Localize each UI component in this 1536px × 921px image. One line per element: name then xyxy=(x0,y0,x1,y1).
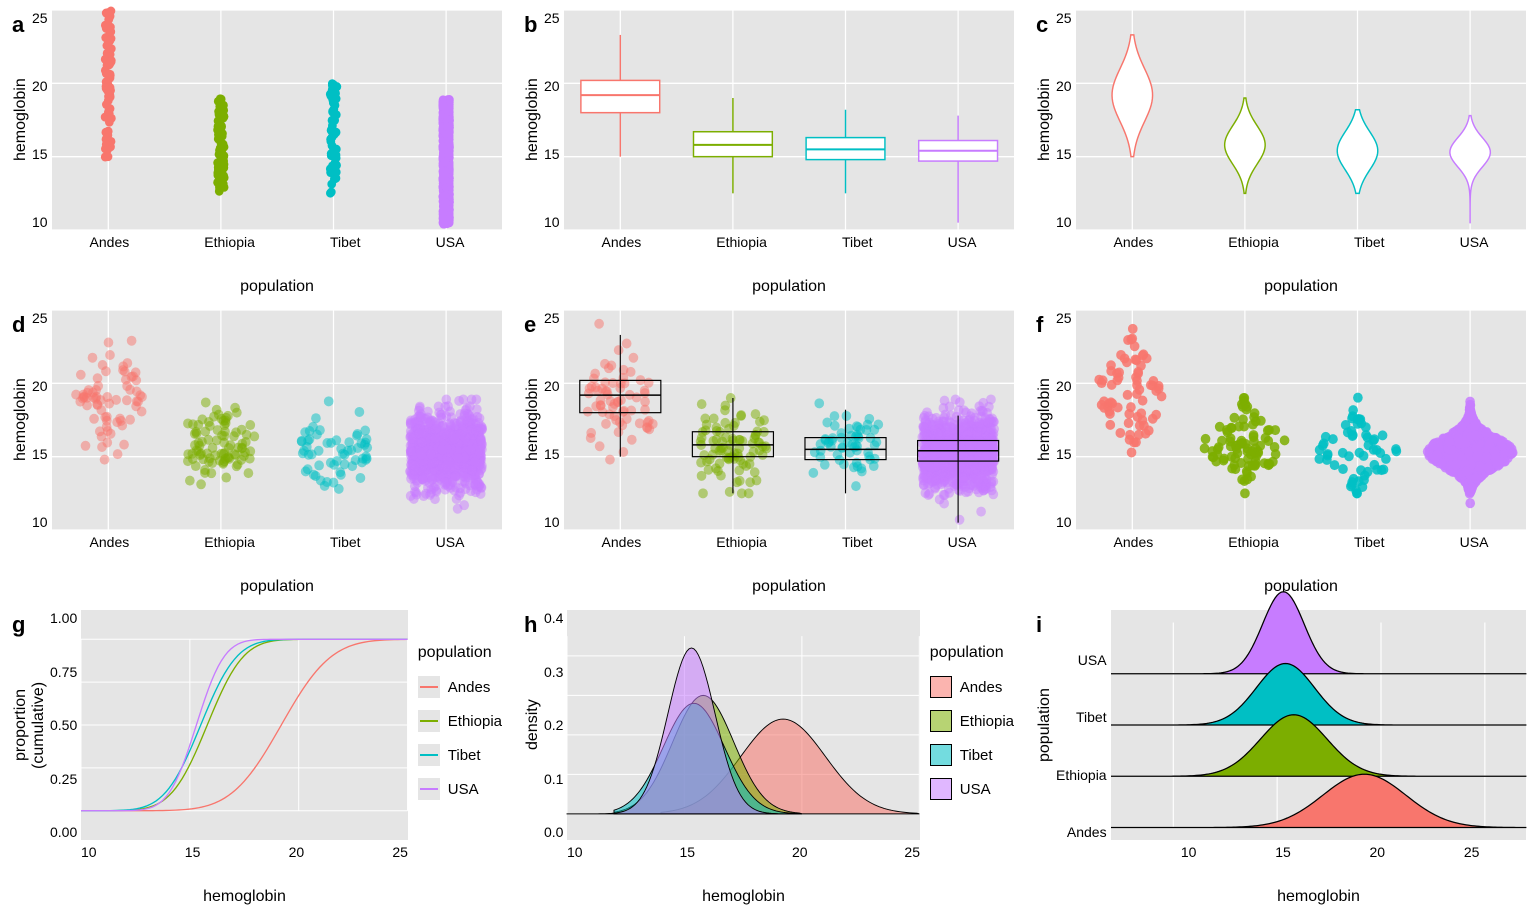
plot-area-jitter xyxy=(52,310,502,530)
y-ticks: 0.40.30.20.10.0 xyxy=(544,610,567,840)
plot-area-ridge xyxy=(1111,610,1526,840)
panel-label-c: c xyxy=(1036,12,1048,38)
y-axis-title: hemoglobin xyxy=(10,10,32,230)
y-axis-title: proportion (cumulative) xyxy=(10,610,50,840)
x-axis-title: population xyxy=(1076,578,1526,600)
y-axis-title: hemoglobin xyxy=(1034,10,1056,230)
plot-area-density xyxy=(567,610,919,840)
panel-label-g: g xyxy=(12,612,25,638)
y-ticks: 25201510 xyxy=(544,10,564,230)
figure-grid: a hemoglobin 25201510 AndesEthiopiaTibet… xyxy=(10,10,1526,910)
x-axis-title: population xyxy=(1076,278,1526,300)
x-ticks: AndesEthiopiaTibetUSA xyxy=(52,230,502,278)
x-ticks: 10152025 xyxy=(567,840,920,888)
panel-label-b: b xyxy=(524,12,537,38)
legend-h: populationAndesEthiopiaTibetUSA xyxy=(920,610,1014,840)
x-axis-title: hemoglobin xyxy=(1111,888,1526,910)
y-ticks: USATibetEthiopiaAndes xyxy=(1056,610,1111,840)
y-ticks: 25201510 xyxy=(1056,10,1076,230)
y-ticks: 25201510 xyxy=(1056,310,1076,530)
y-axis-title: hemoglobin xyxy=(522,10,544,230)
y-ticks: 25201510 xyxy=(544,310,564,530)
x-ticks: AndesEthiopiaTibetUSA xyxy=(564,530,1014,578)
y-ticks: 25201510 xyxy=(32,310,52,530)
panel-label-h: h xyxy=(524,612,537,638)
panel-d: d hemoglobin 25201510 AndesEthiopiaTibet… xyxy=(10,310,502,600)
x-ticks: AndesEthiopiaTibetUSA xyxy=(52,530,502,578)
plot-area-jitterbox xyxy=(564,310,1014,530)
plot-area-strip xyxy=(52,10,502,230)
x-axis-title: population xyxy=(52,278,502,300)
panel-label-e: e xyxy=(524,312,536,338)
x-axis-title: hemoglobin xyxy=(567,888,920,910)
x-ticks: AndesEthiopiaTibetUSA xyxy=(564,230,1014,278)
panel-c: c hemoglobin 25201510 AndesEthiopiaTibet… xyxy=(1034,10,1526,300)
x-axis-title: population xyxy=(564,278,1014,300)
y-axis-title: population xyxy=(1034,610,1056,840)
plot-area-ecdf xyxy=(81,610,408,840)
x-axis-title: hemoglobin xyxy=(81,888,408,910)
legend-g: populationAndesEthiopiaTibetUSA xyxy=(408,610,502,840)
panel-b: b hemoglobin 25201510 AndesEthiopiaTibet… xyxy=(522,10,1014,300)
panel-g: g proportion (cumulative) 1.000.750.500.… xyxy=(10,610,502,910)
panel-a: a hemoglobin 25201510 AndesEthiopiaTibet… xyxy=(10,10,502,300)
plot-area-sina xyxy=(1076,310,1526,530)
y-axis-title: density xyxy=(522,610,544,840)
x-ticks: 10152025 xyxy=(1111,840,1526,888)
panel-f: f hemoglobin 25201510 AndesEthiopiaTibet… xyxy=(1034,310,1526,600)
panel-label-a: a xyxy=(12,12,24,38)
panel-label-d: d xyxy=(12,312,25,338)
x-ticks: AndesEthiopiaTibetUSA xyxy=(1076,530,1526,578)
panel-i: i population USATibetEthiopiaAndes 10152… xyxy=(1034,610,1526,910)
plot-area-box xyxy=(564,10,1014,230)
y-ticks: 1.000.750.500.250.00 xyxy=(50,610,81,840)
x-ticks: AndesEthiopiaTibetUSA xyxy=(1076,230,1526,278)
x-axis-title: population xyxy=(52,578,502,600)
panel-label-i: i xyxy=(1036,612,1042,638)
y-axis-title: hemoglobin xyxy=(522,310,544,530)
x-ticks: 10152025 xyxy=(81,840,408,888)
y-axis-title: hemoglobin xyxy=(1034,310,1056,530)
panel-h: h density 0.40.30.20.10.0 populationAnde… xyxy=(522,610,1014,910)
panel-e: e hemoglobin 25201510 AndesEthiopiaTibet… xyxy=(522,310,1014,600)
x-axis-title: population xyxy=(564,578,1014,600)
y-axis-title: hemoglobin xyxy=(10,310,32,530)
plot-area-violin xyxy=(1076,10,1526,230)
y-ticks: 25201510 xyxy=(32,10,52,230)
panel-label-f: f xyxy=(1036,312,1043,338)
